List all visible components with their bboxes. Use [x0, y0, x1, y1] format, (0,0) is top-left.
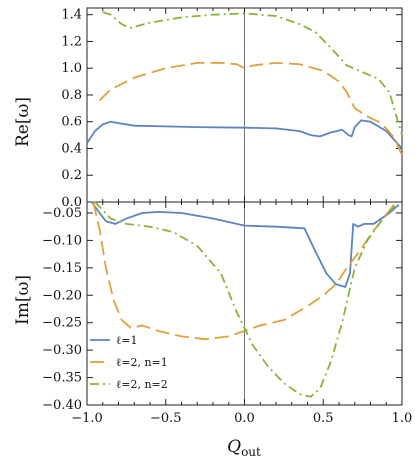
x-tick-label: 0.5: [313, 411, 334, 426]
xlabel: Qout: [227, 437, 261, 459]
legend-label: ℓ=2, n=1: [116, 356, 168, 369]
y-tick-label: 0.6: [61, 115, 82, 130]
series-line-top: [98, 62, 403, 156]
y-tick-label: 1.0: [61, 61, 82, 76]
series-line-top: [86, 119, 403, 150]
series-line-bottom: [92, 201, 395, 341]
y-tick-label: −0.30: [42, 343, 82, 358]
y-tick-label: 0.8: [61, 88, 82, 103]
y-tick-label: −0.20: [42, 288, 82, 303]
y-tick-label: −0.40: [42, 398, 82, 413]
y-tick-label: −0.25: [42, 316, 82, 331]
ylabel-top: Re[ω]: [13, 97, 33, 147]
legend: ℓ=1 ℓ=2, n=1 ℓ=2, n=2: [90, 334, 168, 391]
series-layer: [86, 11, 403, 398]
legend-label: ℓ=1: [116, 334, 137, 347]
x-tick-label: 0.0: [234, 411, 255, 426]
series-line-top: [102, 11, 403, 136]
y-tick-label: 0.4: [61, 141, 82, 156]
y-tick-label: 1.2: [61, 34, 82, 49]
x-tick-label: 1.0: [392, 411, 413, 426]
x-tick-label: −0.5: [150, 411, 182, 426]
labels-layer: Re[ω] Im[ω] Qout: [13, 97, 261, 459]
y-tick-label: −0.05: [42, 206, 82, 221]
axes-layer: 0.0 0.2 0.4 0.6 0.8 1.0 1.2 1.4 −0.05 −0.10 −0.15 −…: [42, 7, 413, 426]
y-tick-label: −0.15: [42, 261, 82, 276]
y-tick-label: −0.35: [42, 371, 82, 386]
series-line-bottom: [90, 201, 400, 288]
ylabel-bottom: Im[ω]: [13, 275, 33, 325]
y-tick-label: 1.4: [61, 8, 82, 23]
y-tick-label: 0.2: [61, 168, 82, 183]
legend-label: ℓ=2, n=2: [116, 378, 168, 391]
y-tick-label: −0.10: [42, 233, 82, 248]
y-tick-label: 0.0: [61, 195, 82, 210]
x-tick-label: −1.0: [71, 411, 103, 426]
